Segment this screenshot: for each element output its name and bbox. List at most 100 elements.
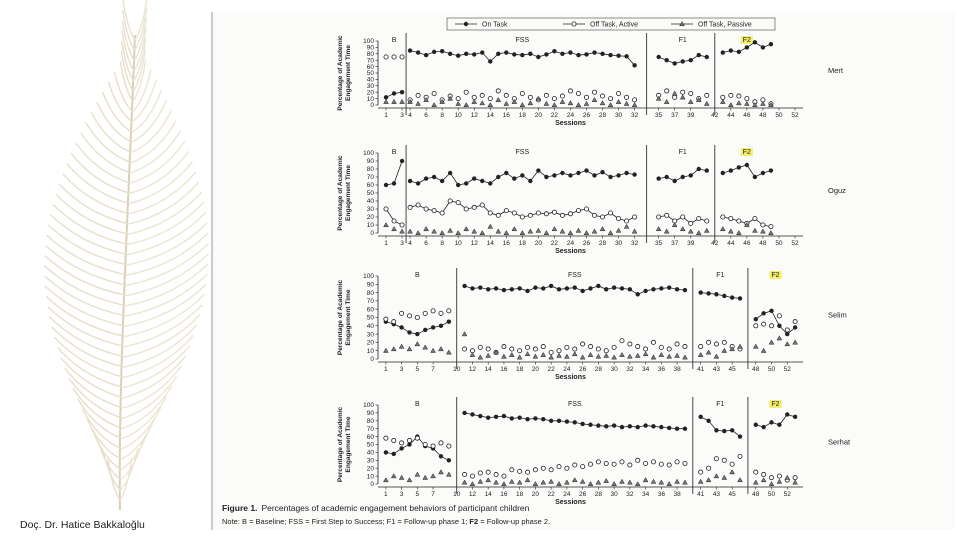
data-point [548,283,554,289]
participant-name: Oguz [828,186,846,195]
data-point [564,479,570,485]
data-point [406,477,413,483]
data-point [784,474,791,480]
data-point [470,412,475,417]
data-point [556,481,562,487]
data-point [768,168,774,173]
data-point [663,228,670,234]
data-point [760,228,766,234]
data-point [600,170,605,175]
data-point [768,230,774,236]
phase-label: F1 [716,272,724,279]
data-point [471,94,477,100]
x-tick-label: 14 [487,240,495,247]
data-point [635,424,640,430]
data-point [752,174,758,180]
data-point [552,49,557,54]
y-tick-label: 40 [367,323,375,330]
participant-name: Mert [828,66,844,75]
data-point [535,210,541,216]
data-point [407,330,412,335]
x-tick-label: 48 [759,240,767,247]
data-point [485,469,491,475]
figure-note: Note: B = Baseline; FSS = First Step to … [222,517,550,526]
x-tick-label: 24 [567,112,575,119]
x-tick-label: 1 [384,112,388,119]
x-tick-label: 7 [431,491,435,498]
feather-barb [133,38,147,82]
data-point [792,339,798,345]
phase-highlight [769,400,782,408]
slide-footer: Doç. Dr. Hatice Bakkaloğlu [20,519,145,531]
data-point [430,473,436,479]
data-point [575,102,582,108]
data-point [583,230,590,236]
data-point [399,222,405,228]
data-point [634,352,641,358]
data-point [615,227,622,233]
data-point [632,63,637,68]
data-point [391,218,397,224]
data-point [415,92,421,98]
x-tick-label: 26 [583,240,591,247]
data-point [650,339,656,345]
x-tick-label: 22 [551,240,559,247]
data-point [666,353,673,359]
x-axis-label: Sessions [555,120,586,127]
data-point [579,478,586,484]
feather-barb [75,142,131,184]
data-point [559,93,565,99]
data-point [729,428,735,433]
data-point [516,354,523,360]
data-point [487,96,493,102]
data-point [679,21,685,27]
data-point [572,346,578,352]
feather-barb [125,293,205,338]
data-point [627,287,633,292]
data-point [619,338,625,344]
data-point [575,227,582,233]
legend-label: Off Task, Passive [698,22,752,29]
note-part: = Follow-up phase 2. [478,517,550,526]
data-point [753,316,758,322]
y-tick-label: 90 [367,45,375,52]
data-point [532,467,538,473]
data-point [720,94,726,100]
data-point [559,98,566,104]
data-point [776,478,783,484]
data-point [792,479,798,485]
data-point [501,413,507,419]
x-tick-label: 18 [516,366,524,373]
data-point [728,92,734,98]
data-point [713,456,719,462]
data-point [572,420,577,425]
data-point [430,347,436,353]
data-point [488,181,493,186]
data-point [533,416,538,421]
y-tick-label: 20 [367,89,375,96]
data-point [688,173,693,178]
y-tick-label: 30 [367,83,375,90]
data-point [600,51,605,56]
data-point [391,181,397,186]
data-point [672,94,678,100]
feather-barb [124,304,203,348]
data-point [431,102,437,108]
x-tick-label: 30 [615,240,623,247]
y-tick-label: 100 [363,150,374,157]
data-point [643,423,648,428]
y-tick-label: 70 [367,426,375,433]
data-point [485,415,491,420]
x-tick-label: 48 [759,112,767,119]
x-tick-label: 35 [655,112,663,119]
data-point [737,434,743,439]
x-tick-label: 34 [642,366,650,373]
data-point [551,226,558,232]
data-point [559,228,566,234]
data-point [714,428,719,433]
y-tick-label: 100 [363,402,374,409]
data-point [447,170,453,176]
data-point [603,352,610,358]
